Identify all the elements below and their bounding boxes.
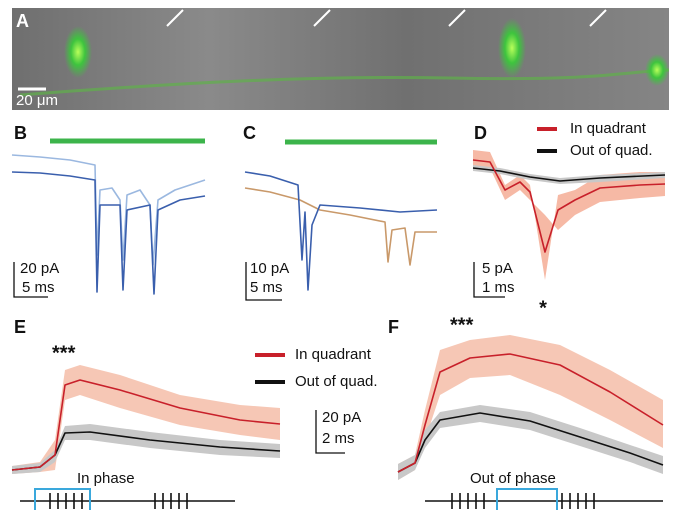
panel-label: E	[14, 317, 26, 337]
annotation: In phase	[77, 470, 135, 487]
panel-label: A	[16, 11, 29, 31]
panel-label: C	[243, 123, 256, 143]
scale-label: 10 pA	[250, 260, 289, 277]
significance: ***	[450, 314, 474, 336]
scale-label: 5 ms	[250, 279, 283, 296]
legend-label: In quadrant	[570, 120, 647, 137]
stim-pattern	[20, 489, 235, 510]
scale-label: 20 μm	[16, 92, 58, 109]
trace	[245, 188, 437, 265]
spine	[645, 54, 669, 86]
figure: 20 μm A B 20 pA 5 ms C 10 pA 5 ms D In q…	[0, 0, 689, 510]
scale-label: 5 pA	[482, 260, 513, 277]
scale-label: 5 ms	[22, 279, 55, 296]
spine	[498, 18, 526, 78]
legend-label: In quadrant	[295, 346, 372, 363]
significance: ***	[52, 342, 76, 364]
significance: *	[539, 297, 547, 319]
scale-label: 20 pA	[322, 409, 361, 426]
spine	[64, 26, 92, 78]
panel-label: B	[14, 123, 27, 143]
panel-label: F	[388, 317, 399, 337]
legend-label: Out of quad.	[295, 373, 378, 390]
scale-label: 1 ms	[482, 279, 515, 296]
panel-label: D	[474, 123, 487, 143]
legend-label: Out of quad.	[570, 142, 653, 159]
scale-label: 20 pA	[20, 260, 59, 277]
scale-label: 2 ms	[322, 430, 355, 447]
annotation: Out of phase	[470, 470, 556, 487]
trace	[12, 155, 205, 265]
micrograph	[12, 8, 669, 110]
stim-pattern	[425, 489, 663, 510]
